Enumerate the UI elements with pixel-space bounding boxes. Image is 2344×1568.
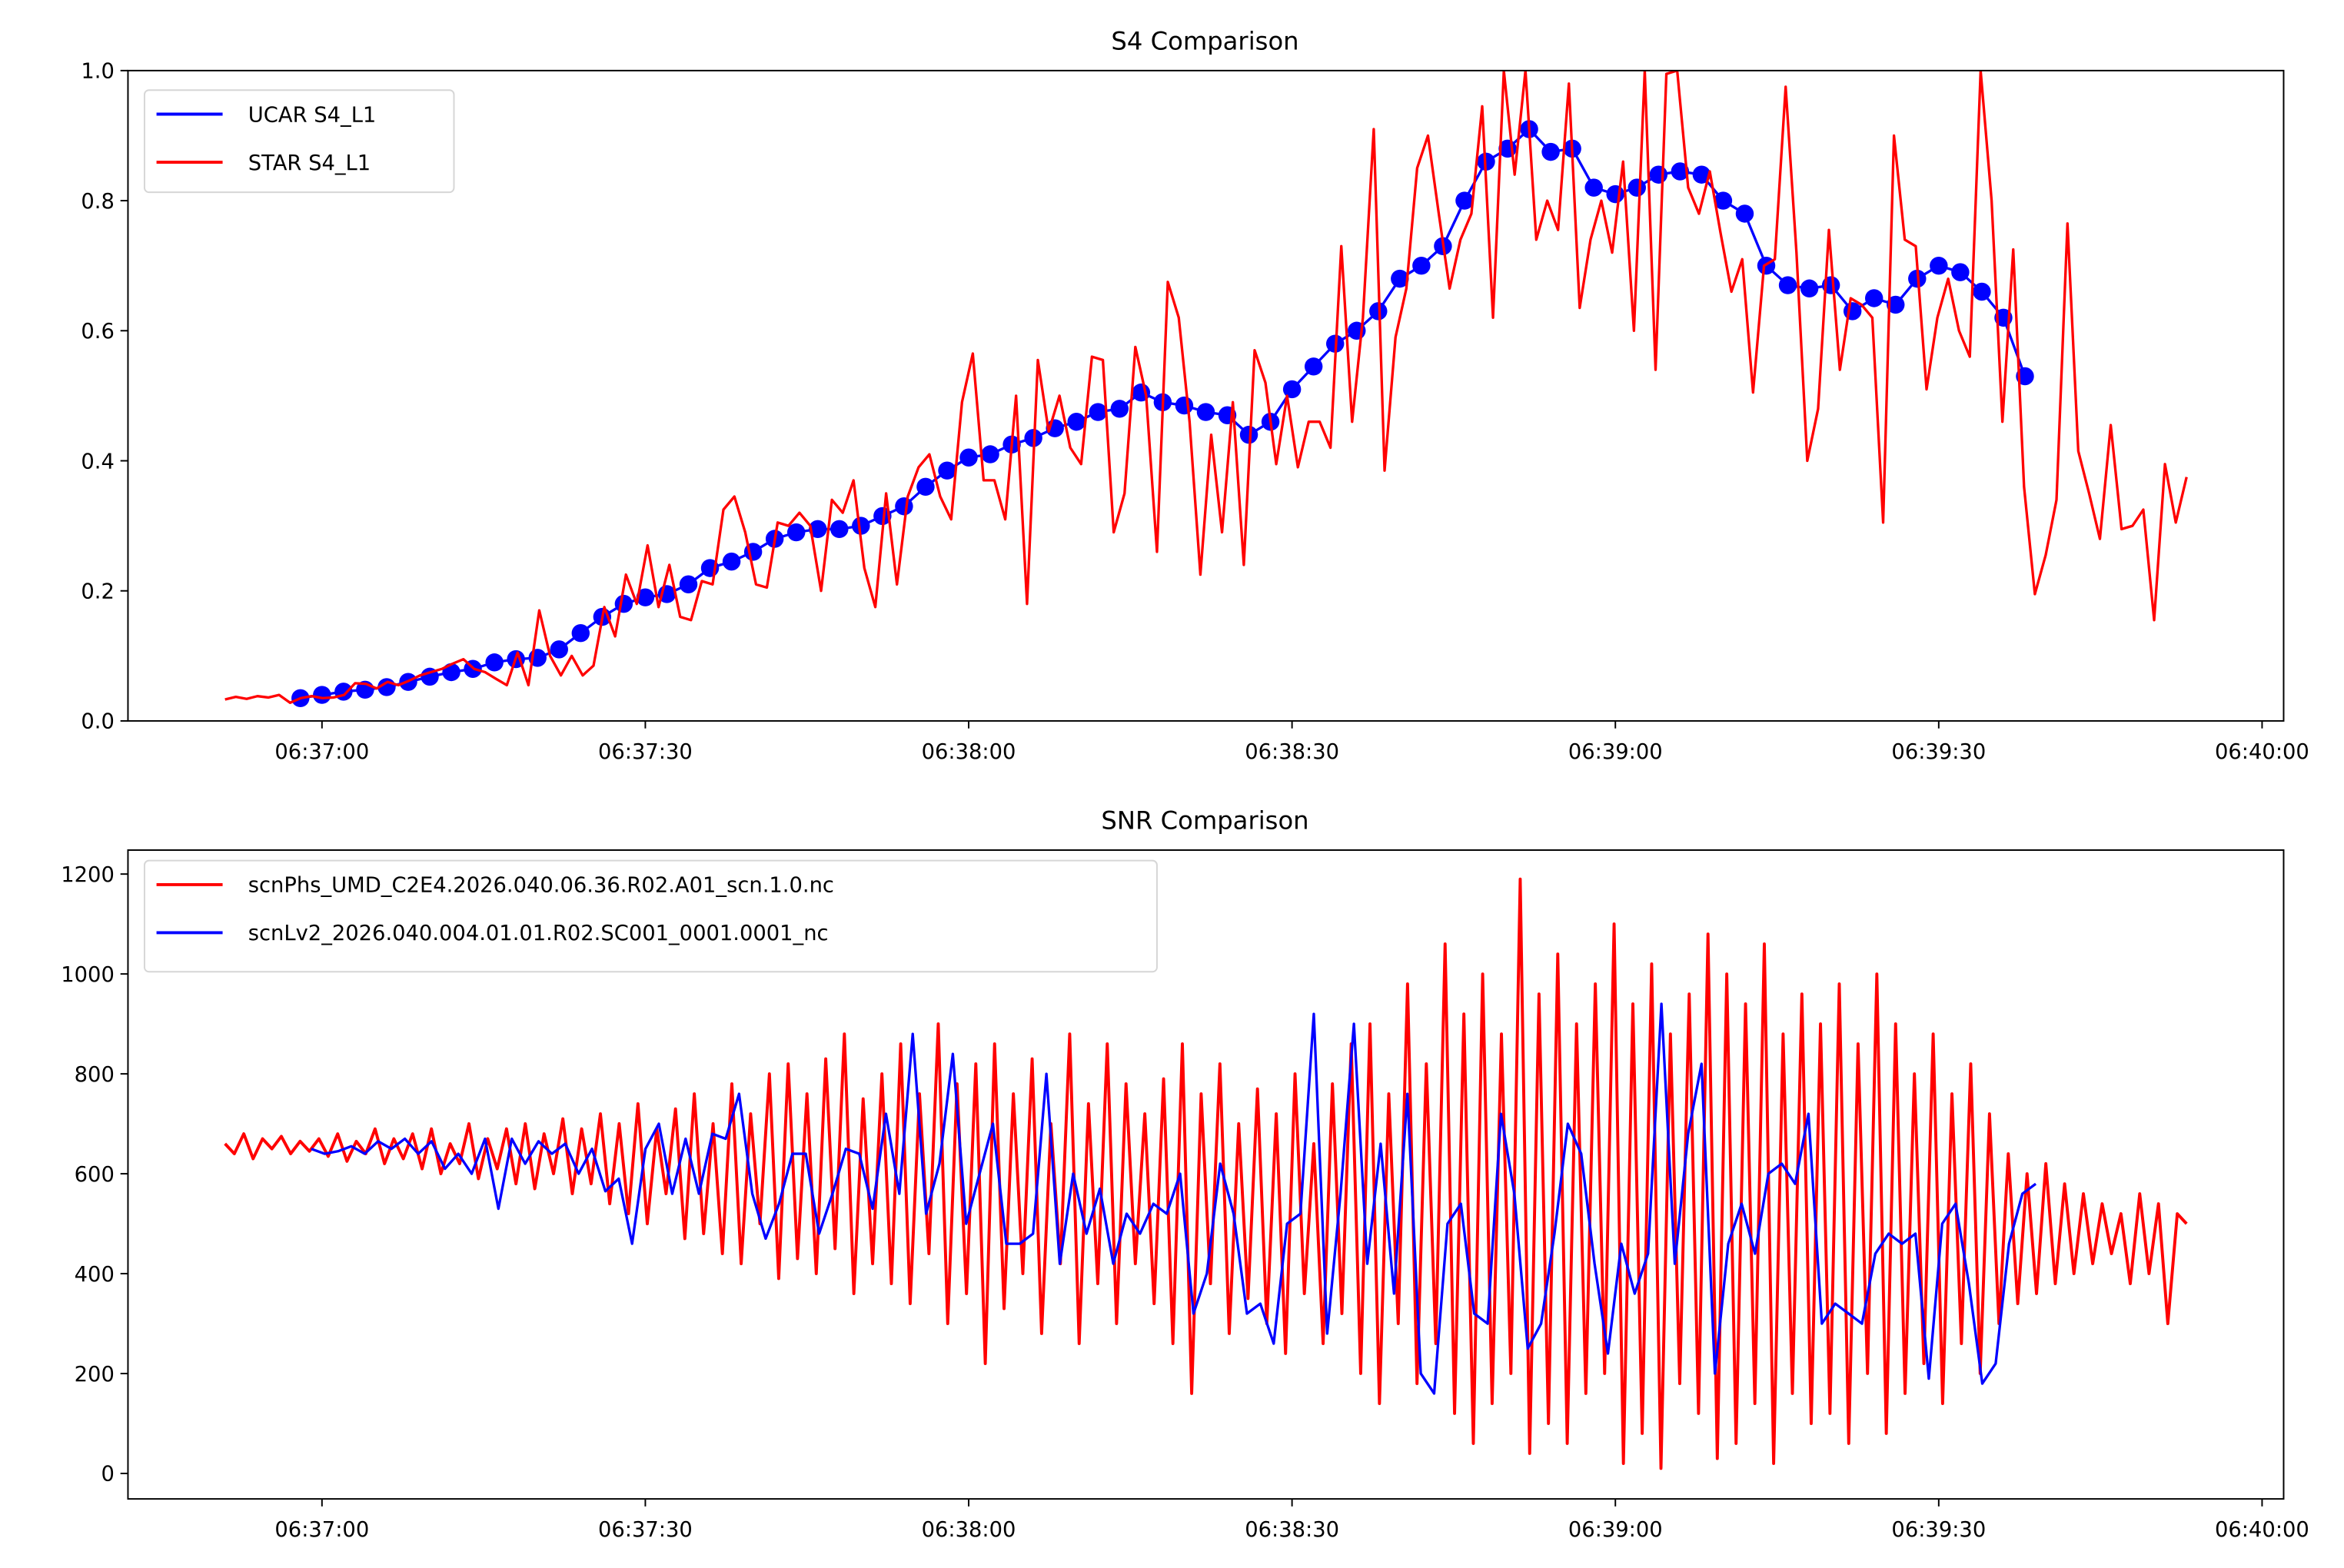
data-point-marker [1649,165,1668,184]
data-point-marker [1800,279,1819,298]
data-point-marker [1778,276,1797,294]
data-point-marker [1973,282,1991,301]
data-point-marker [916,477,935,497]
data-point-marker [1089,403,1107,421]
data-point-marker [485,653,504,672]
data-point-marker [679,575,698,593]
data-point-marker [1606,184,1624,204]
y-tick-label: 1000 [61,963,115,987]
s4-chart-title: S4 Comparison [1111,26,1298,55]
data-point-marker [1239,425,1258,444]
data-point-marker [1671,162,1690,181]
data-point-marker [1692,165,1711,184]
data-point-marker [981,445,999,463]
data-point-marker [334,683,353,701]
x-tick-label: 06:39:00 [1568,740,1663,764]
legend: UCAR S4_L1 STAR S4_L1 [143,89,455,194]
snr-comparison-axes: SNR Comparison 06:37:00 06:37:30 06:38:00 0… [61,806,2309,1542]
x-tick-label: 06:37:30 [598,1518,693,1542]
data-point-marker [895,497,913,516]
y-tick-label: 200 [75,1363,115,1387]
legend-box [143,859,1158,973]
data-point-marker [1282,380,1302,399]
x-tick-label: 06:37:00 [274,740,369,764]
x-tick-label: 06:40:00 [2215,1518,2309,1542]
data-point-marker [636,588,655,606]
data-point-marker [1714,191,1733,210]
legend-label: STAR S4_L1 [248,151,371,175]
y-tick-label: 800 [75,1063,115,1087]
legend-label: UCAR S4_L1 [248,103,377,127]
plot-area [224,70,2188,708]
data-point-marker [1628,178,1646,197]
data-point-marker [938,461,956,480]
y-tick-label: 400 [75,1263,115,1287]
data-point-marker [722,552,741,571]
series-line-second [311,1002,2037,1395]
data-point-marker [786,523,806,542]
x-tick-label: 06:38:30 [1245,740,1339,764]
y-tick-label: 0.0 [81,710,114,734]
data-point-marker [1843,302,1862,321]
x-tick-label: 06:39:00 [1568,1518,1663,1542]
x-tick-label: 06:38:30 [1245,1518,1339,1542]
data-point-marker [873,507,892,526]
data-point-marker [442,663,460,682]
legend-label: scnPhs_UMD_C2E4.2026.040.06.36.R02.A01_s… [248,874,834,898]
y-tick-label: 0.8 [81,190,114,214]
series-line-first [224,877,2188,1470]
y-tick-label: 0.2 [81,580,114,603]
data-point-marker [1951,263,1970,281]
x-tick-label: 06:37:00 [274,1518,369,1542]
x-tick-label: 06:38:00 [922,740,1016,764]
data-point-marker [1196,403,1215,421]
data-point-marker [1455,191,1474,210]
x-tick-label: 06:37:30 [598,740,693,764]
axes-frame [127,69,2285,722]
x-tick-label: 06:39:30 [1891,1518,1986,1542]
x-tick-label: 06:38:00 [922,1518,1016,1542]
data-point-marker [1304,357,1323,376]
data-point-marker [614,594,633,613]
data-point-marker [550,640,568,659]
data-point-marker [959,448,978,467]
legend-label: scnLv2_2026.040.004.01.01.R02.SC001_0001… [248,922,829,945]
y-tick-label: 0.4 [81,450,114,473]
data-point-marker [830,520,849,539]
data-point-marker [313,686,331,704]
data-point-marker [1412,256,1431,275]
data-point-marker [1584,178,1603,197]
plot-area [224,877,2188,1470]
snr-chart-title: SNR Comparison [1101,806,1308,835]
data-point-marker [571,623,590,643]
data-point-marker [809,520,827,539]
data-point-marker [1541,142,1560,161]
series-line-second [224,70,2188,704]
s4-comparison-axes: S4 Comparison 06:37:00 06:37:30 06:38:00 06… [81,26,2309,763]
data-point-marker [1391,269,1409,288]
y-tick-label: 1.0 [81,60,114,84]
data-point-marker [1110,400,1129,418]
y-tick-label: 0 [101,1463,114,1487]
y-tick-label: 0.6 [81,320,114,344]
data-point-marker [1887,295,1905,314]
data-point-marker [852,517,870,535]
data-point-marker [1930,256,1948,275]
y-tick-label: 1200 [61,863,115,887]
x-tick-label: 06:40:00 [2215,740,2309,764]
legend: scnPhs_UMD_C2E4.2026.040.06.36.R02.A01_s… [143,859,1158,973]
y-tick-label: 600 [75,1163,115,1187]
x-tick-label: 06:39:30 [1891,740,1986,764]
data-point-marker [1864,289,1884,307]
data-point-marker [1067,413,1086,431]
data-point-marker [1175,396,1194,415]
data-point-marker [1735,204,1754,223]
